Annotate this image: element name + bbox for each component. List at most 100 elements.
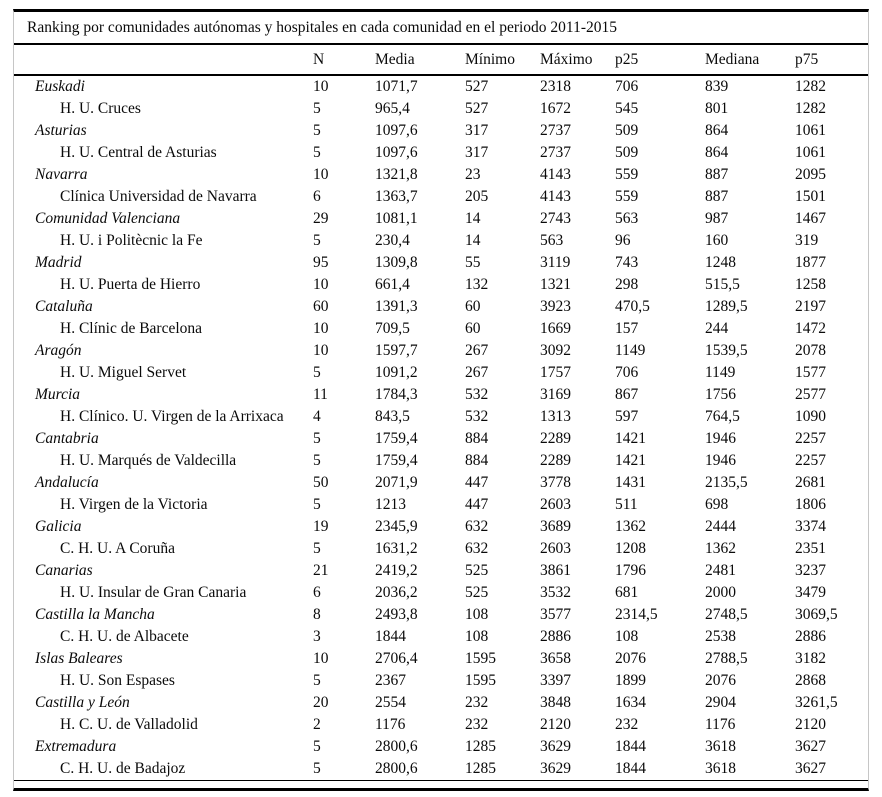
row-label: H. U. Son Espases [60, 672, 175, 689]
cell-mediana: 2000 [705, 584, 736, 601]
cell-minimo: 527 [465, 100, 489, 117]
cell-minimo: 317 [465, 122, 489, 139]
table-row: Murcia 11 1784,3 532 3169 867 1756 2577 [14, 384, 868, 406]
cell-n: 50 [313, 474, 329, 491]
cell-minimo: 532 [465, 386, 489, 403]
column-header-p75: p75 [795, 51, 819, 68]
table-row: Cantabria 5 1759,4 884 2289 1421 1946 2257 [14, 428, 868, 450]
cell-media: 1631,2 [375, 540, 418, 557]
cell-n: 5 [313, 760, 321, 777]
cell-media: 1391,3 [375, 298, 418, 315]
cell-mediana: 2135,5 [705, 474, 748, 491]
cell-minimo: 525 [465, 562, 489, 579]
cell-media: 1176 [375, 716, 406, 733]
cell-p25: 867 [615, 386, 639, 403]
cell-p25: 563 [615, 210, 639, 227]
cell-p75: 1090 [795, 408, 826, 425]
cell-p75: 1467 [795, 210, 826, 227]
cell-maximo: 2737 [540, 122, 571, 139]
cell-minimo: 205 [465, 188, 489, 205]
cell-maximo: 3119 [540, 254, 571, 271]
cell-p25: 1844 [615, 760, 646, 777]
cell-media: 2493,8 [375, 606, 418, 623]
cell-maximo: 2120 [540, 716, 571, 733]
table-row: Islas Baleares 10 2706,4 1595 3658 2076 2788,5… [14, 648, 868, 670]
cell-maximo: 1757 [540, 364, 571, 381]
cell-p75: 2681 [795, 474, 826, 491]
cell-media: 1071,7 [375, 78, 418, 95]
cell-n: 5 [313, 364, 321, 381]
cell-minimo: 108 [465, 606, 489, 623]
cell-mediana: 1539,5 [705, 342, 748, 359]
table-row: H. U. i Politècnic la Fe 5 230,4 14 563 96 160… [14, 230, 868, 252]
cell-maximo: 3923 [540, 298, 571, 315]
cell-p75: 2095 [795, 166, 826, 183]
table-row: H. U. Son Espases 5 2367 1595 3397 1899 2076 28… [14, 670, 868, 692]
cell-minimo: 232 [465, 694, 489, 711]
cell-mediana: 764,5 [705, 408, 740, 425]
cell-mediana: 887 [705, 188, 729, 205]
cell-p25: 559 [615, 188, 639, 205]
cell-p25: 1844 [615, 738, 646, 755]
cell-p25: 1899 [615, 672, 646, 689]
cell-mediana: 2538 [705, 628, 736, 645]
cell-n: 5 [313, 232, 321, 249]
cell-n: 10 [313, 166, 329, 183]
row-label: Cataluña [35, 298, 93, 315]
cell-p25: 108 [615, 628, 639, 645]
cell-p25: 511 [615, 496, 638, 513]
row-label: Extremadura [35, 738, 117, 755]
cell-n: 2 [313, 716, 321, 733]
table-row: H. U. Miguel Servet 5 1091,2 267 1757 706 1149… [14, 362, 868, 384]
table-row: Aragón 10 1597,7 267 3092 1149 1539,5 2078 [14, 340, 868, 362]
cell-maximo: 2603 [540, 540, 571, 557]
row-label: H. U. Marqués de Valdecilla [60, 452, 237, 469]
cell-n: 10 [313, 78, 329, 95]
row-label: Euskadi [35, 78, 85, 95]
cell-n: 3 [313, 628, 321, 645]
cell-p75: 1258 [795, 276, 826, 293]
table-row: H. C. U. de Valladolid 2 1176 232 2120 232 117… [14, 714, 868, 736]
table-row: H. U. Puerta de Hierro 10 661,4 132 1321 298 5… [14, 274, 868, 296]
cell-p75: 2577 [795, 386, 826, 403]
cell-minimo: 232 [465, 716, 489, 733]
cell-media: 1097,6 [375, 144, 418, 161]
cell-p75: 2078 [795, 342, 826, 359]
table-row: Comunidad Valenciana 29 1081,1 14 2743 563 987… [14, 208, 868, 230]
cell-maximo: 1321 [540, 276, 571, 293]
cell-p75: 1282 [795, 78, 826, 95]
cell-media: 2345,9 [375, 518, 418, 535]
cell-media: 1759,4 [375, 452, 418, 469]
cell-mediana: 2788,5 [705, 650, 748, 667]
cell-p25: 706 [615, 364, 639, 381]
cell-mediana: 698 [705, 496, 729, 513]
cell-p75: 2351 [795, 540, 826, 557]
cell-n: 20 [313, 694, 329, 711]
cell-p25: 298 [615, 276, 639, 293]
cell-minimo: 14 [465, 210, 481, 227]
column-header-media: Media [375, 51, 415, 68]
cell-maximo: 3861 [540, 562, 571, 579]
cell-media: 2036,2 [375, 584, 418, 601]
column-header-name-blank [14, 45, 313, 74]
cell-p25: 1208 [615, 540, 646, 557]
cell-mediana: 987 [705, 210, 729, 227]
table-body: Euskadi 10 1071,7 527 2318 706 839 1282 H. U. Cr… [14, 76, 868, 781]
row-label: Canarias [35, 562, 93, 579]
cell-minimo: 108 [465, 628, 489, 645]
cell-p75: 3182 [795, 650, 826, 667]
table-row: H. U. Cruces 5 965,4 527 1672 545 801 1282 [14, 98, 868, 120]
cell-p25: 232 [615, 716, 639, 733]
row-label: Madrid [35, 254, 82, 271]
cell-minimo: 1285 [465, 738, 496, 755]
cell-n: 5 [313, 430, 321, 447]
row-label: Comunidad Valenciana [35, 210, 181, 227]
cell-mediana: 801 [705, 100, 729, 117]
cell-minimo: 447 [465, 474, 489, 491]
cell-n: 19 [313, 518, 329, 535]
cell-p25: 1149 [615, 342, 646, 359]
cell-p25: 157 [615, 320, 639, 337]
cell-p75: 1806 [795, 496, 826, 513]
cell-p75: 319 [795, 232, 819, 249]
table-row: C. H. U. de Albacete 3 1844 108 2886 108 2538 2… [14, 626, 868, 648]
